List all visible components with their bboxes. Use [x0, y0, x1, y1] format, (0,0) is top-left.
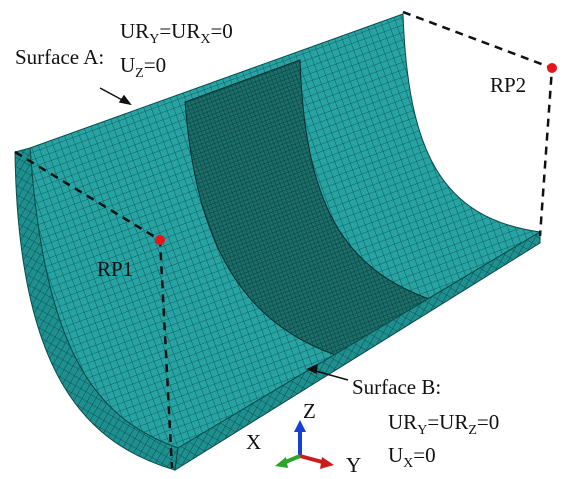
- label-part: U: [388, 443, 403, 467]
- leader-b: [311, 369, 349, 381]
- surface-a-rotation: URY=URX=0: [120, 19, 233, 47]
- label-part: =0: [477, 410, 499, 434]
- label-part: UR: [388, 410, 417, 434]
- label-part: =0: [210, 19, 232, 43]
- arrowhead: [320, 457, 334, 469]
- axis-z-label: Z: [303, 399, 316, 423]
- label-part: U: [120, 53, 135, 77]
- leaders: [99, 87, 349, 381]
- label-part: =UR: [427, 410, 468, 434]
- rp1-point: [155, 235, 165, 245]
- surface-b-title: Surface B:: [352, 375, 441, 399]
- subscript: Z: [468, 423, 477, 438]
- subscript: X: [403, 456, 413, 471]
- label-part: =UR: [159, 19, 200, 43]
- label-part: =0: [144, 53, 166, 77]
- mesh-body: [14, 13, 542, 471]
- surface-b-translation: UX=0: [388, 443, 436, 471]
- subscript: Y: [417, 423, 427, 438]
- subscript: X: [200, 32, 210, 47]
- label-part: UR: [120, 19, 149, 43]
- arrowhead: [294, 420, 306, 432]
- label-part: =0: [413, 443, 435, 467]
- axis-x-label: X: [246, 430, 261, 454]
- base-edge: [174, 231, 541, 471]
- arrowhead: [306, 363, 318, 375]
- axis-y-label: Y: [346, 453, 361, 477]
- arrowhead: [118, 94, 132, 106]
- subscript: Z: [135, 66, 144, 81]
- rp2-point: [547, 63, 557, 73]
- surface-a-title: Surface A:: [15, 45, 104, 69]
- surface-b-rotation: URY=URZ=0: [388, 410, 499, 438]
- rp2-label: RP2: [490, 73, 526, 97]
- arrowhead: [275, 457, 288, 468]
- axis-triad: [275, 420, 334, 469]
- rp1-label: RP1: [97, 257, 133, 281]
- subscript: Y: [149, 32, 159, 47]
- surface-a-translation: UZ=0: [120, 53, 166, 81]
